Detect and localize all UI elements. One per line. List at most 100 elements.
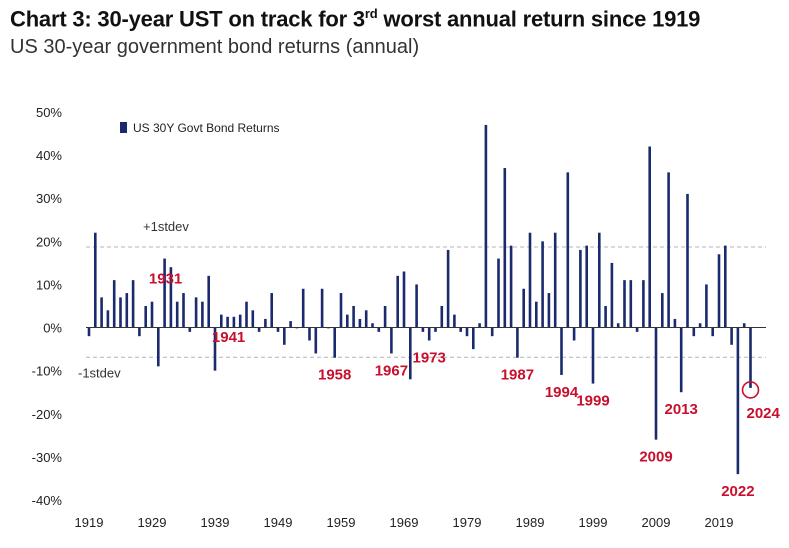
bar	[364, 310, 368, 328]
x-tick-label: 1989	[516, 515, 545, 530]
bar	[320, 288, 324, 328]
bar	[610, 262, 614, 328]
bar	[138, 327, 141, 337]
bar	[182, 293, 185, 328]
bar	[226, 316, 229, 328]
bar	[585, 245, 588, 328]
bar	[264, 318, 267, 328]
bar	[484, 124, 488, 328]
bar	[339, 293, 343, 328]
bar	[106, 310, 110, 328]
bar	[201, 301, 204, 328]
highlight-circle	[741, 381, 760, 399]
year-annotation: 2009	[639, 449, 672, 466]
year-annotation: 1994	[545, 384, 579, 401]
bar	[150, 301, 154, 328]
bar	[598, 232, 601, 328]
bar	[623, 280, 626, 328]
y-axis: -40% -30% -20% -10% 0% 10% 20% 30% 40% 50%	[32, 105, 63, 508]
bar	[692, 327, 696, 337]
legend-swatch	[120, 122, 127, 133]
bar	[736, 327, 740, 475]
bar	[188, 327, 192, 332]
x-axis: 1919 1929 1939 1949 1959 1969 1979 1989 1999 2009…	[75, 515, 734, 530]
y-tick-label: 40%	[36, 148, 62, 163]
bar	[169, 267, 173, 328]
bar	[251, 310, 255, 328]
bar	[409, 327, 412, 380]
bar	[289, 321, 292, 328]
bar	[673, 318, 677, 328]
bar	[497, 258, 500, 328]
bar	[434, 327, 437, 332]
bar	[478, 323, 481, 328]
bar	[377, 327, 381, 332]
x-tick-label: 1929	[138, 515, 167, 530]
bar	[553, 232, 557, 328]
bar	[402, 271, 406, 328]
bar	[415, 284, 418, 328]
bar	[591, 327, 595, 384]
bar	[308, 327, 311, 341]
y-tick-label: 10%	[36, 277, 62, 292]
legend-label: US 30Y Govt Bond Returns	[133, 121, 280, 135]
bar	[522, 288, 525, 328]
bar	[112, 280, 116, 328]
bar	[635, 327, 639, 332]
bar	[427, 327, 431, 341]
bar	[383, 306, 387, 328]
bar	[119, 297, 122, 328]
bar	[144, 306, 147, 328]
bar	[648, 146, 651, 328]
y-tick-label: -10%	[32, 364, 63, 379]
bar	[346, 314, 349, 328]
y-tick-label: -40%	[32, 493, 63, 508]
bar	[541, 241, 544, 328]
bar	[679, 327, 683, 393]
bar	[157, 327, 160, 367]
stdev-reference-lines: +1stdev -1stdev	[78, 219, 766, 380]
year-annotation: 1973	[413, 349, 446, 366]
bar	[535, 301, 538, 328]
bar	[301, 288, 305, 328]
bar	[616, 323, 620, 328]
bar	[472, 327, 475, 350]
chart-subtitle: US 30-year government bond returns (annu…	[10, 36, 420, 58]
bar	[698, 323, 702, 328]
bar	[220, 314, 223, 328]
bar-series	[87, 124, 752, 475]
year-annotation: 1987	[501, 367, 534, 384]
bar	[516, 327, 519, 358]
y-tick-label: 0%	[43, 321, 62, 336]
bar	[396, 275, 399, 328]
bar	[724, 245, 727, 328]
bar	[749, 327, 752, 388]
bar	[283, 327, 286, 345]
bar	[642, 280, 645, 328]
year-annotation: 1931	[149, 271, 182, 288]
bar	[579, 249, 582, 328]
x-tick-label: 1919	[75, 515, 104, 530]
bar	[566, 172, 570, 328]
year-annotation: 1999	[576, 393, 609, 410]
year-annotation: 2013	[665, 401, 698, 418]
bar	[270, 293, 273, 328]
year-annotation: 1958	[318, 367, 351, 384]
bar	[503, 168, 507, 328]
x-tick-label: 2019	[705, 515, 734, 530]
stdev-label: +1stdev	[143, 219, 189, 234]
bar	[440, 306, 444, 328]
bar	[453, 314, 456, 328]
bar	[421, 327, 425, 332]
bar	[207, 275, 210, 328]
bar	[238, 314, 242, 328]
x-tick-label: 2009	[642, 515, 671, 530]
x-tick-label: 1939	[201, 515, 230, 530]
x-tick-label: 1999	[579, 515, 608, 530]
y-tick-label: 30%	[36, 191, 62, 206]
bar	[686, 193, 689, 328]
bar	[352, 306, 355, 328]
bar	[465, 327, 469, 337]
